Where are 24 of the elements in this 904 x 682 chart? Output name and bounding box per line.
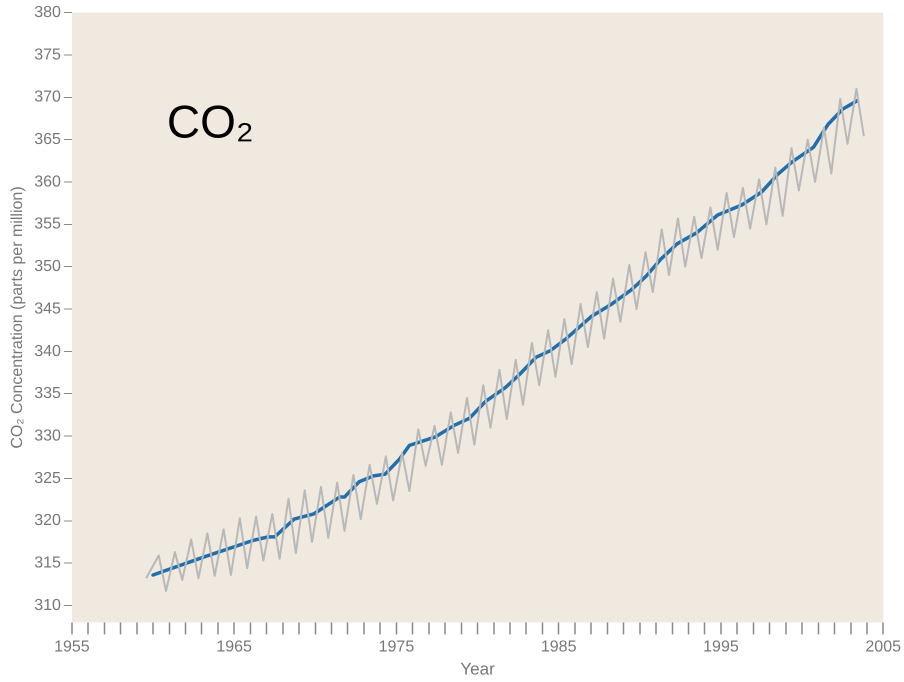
x-tick-label: 1955 (54, 638, 90, 656)
annotation: CO₂ (166, 96, 254, 148)
y-tick-label: 315 (34, 554, 61, 572)
x-tick-label: 2005 (865, 638, 902, 656)
y-tick-label: 370 (34, 88, 61, 106)
x-tick-label: 1995 (703, 638, 739, 656)
y-tick-label: 345 (34, 300, 61, 318)
y-tick-label: 355 (34, 216, 61, 233)
x-tick-label: 1975 (378, 638, 414, 656)
x-tick-label: 1965 (216, 638, 252, 656)
y-tick-label: 365 (34, 131, 61, 148)
x-axis-title: Year (460, 659, 496, 678)
y-tick-label: 375 (34, 46, 61, 64)
x-tick-label: 1985 (540, 638, 577, 656)
y-tick-label: 380 (34, 4, 61, 22)
y-tick-label: 360 (34, 173, 61, 190)
y-tick-label: 320 (34, 512, 61, 530)
y-tick-label: 325 (34, 470, 61, 487)
y-tick-label: 330 (34, 427, 61, 444)
y-tick-label: 340 (34, 342, 61, 360)
y-tick-label: 310 (34, 596, 61, 614)
y-axis-title: CO₂ Concentration (parts per million) (9, 186, 26, 449)
y-tick-label: 335 (34, 385, 61, 402)
y-tick-label: 350 (34, 258, 61, 276)
